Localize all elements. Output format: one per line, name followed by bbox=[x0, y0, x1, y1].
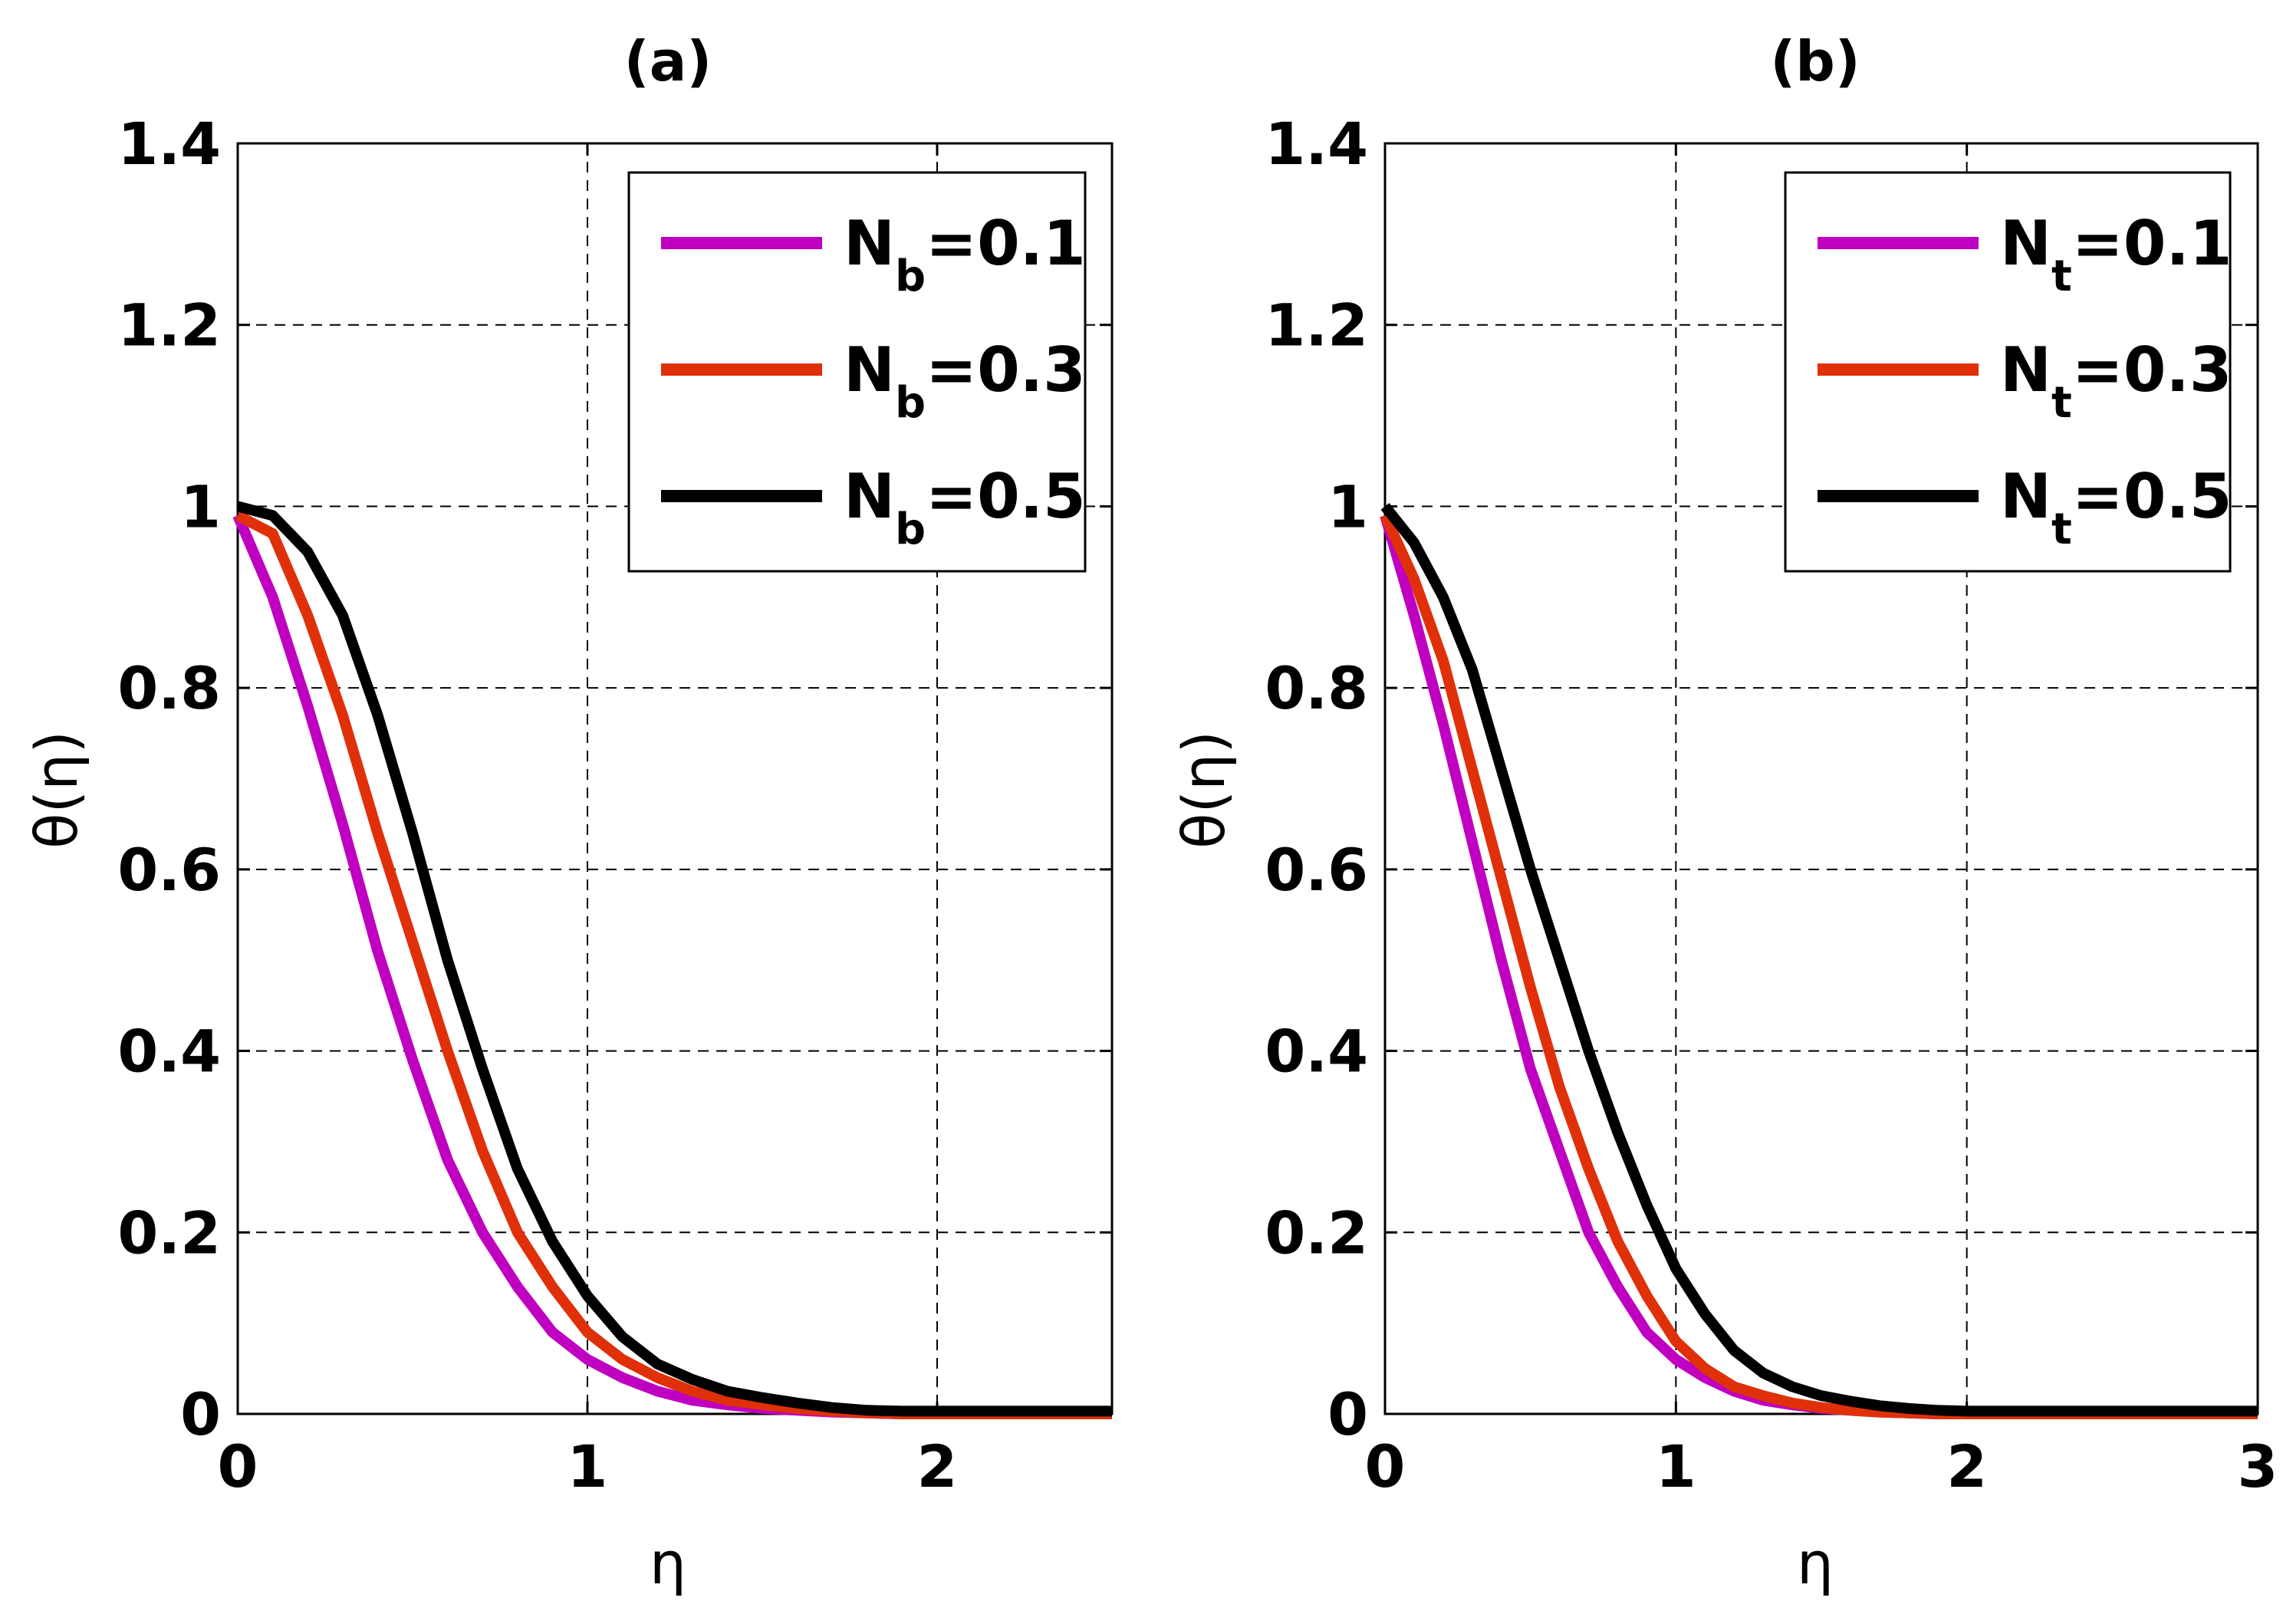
legend-value: =0.5 bbox=[2072, 461, 2232, 532]
panel-b-series-nt-0-5 bbox=[1380, 503, 2258, 1417]
panel-b-y-tick-label: 0.6 bbox=[1265, 836, 1368, 904]
panel-b-y-tick-label: 1.2 bbox=[1265, 291, 1368, 360]
panel-b-y-tick-label: 1 bbox=[1327, 472, 1368, 541]
legend-value: =0.3 bbox=[926, 334, 1086, 406]
panel-b-x-tick-label: 3 bbox=[2238, 1432, 2278, 1501]
panel-a-series-nb-0-5 bbox=[236, 501, 1112, 1417]
panel-b-y-axis-label: θ(η) bbox=[1170, 731, 1238, 849]
legend-value: =0.1 bbox=[2072, 208, 2232, 279]
panel-a-y-tick-label: 0.4 bbox=[117, 1017, 221, 1086]
legend-value: =0.3 bbox=[2072, 334, 2232, 406]
legend-subscript: t bbox=[2051, 378, 2072, 428]
legend-subscript: b bbox=[895, 251, 926, 301]
panel-a-y-tick-label: 0.6 bbox=[117, 836, 221, 904]
legend-value: =0.5 bbox=[926, 461, 1086, 532]
panel-b-axes-box bbox=[1383, 142, 2259, 1415]
panel-a-y-axis-label: θ(η) bbox=[22, 731, 90, 849]
legend-main: N bbox=[844, 334, 895, 406]
panel-b: (b) η θ(η) 0 1 2 300.20.40.60.811.21.4Nt=0.… bbox=[1170, 29, 2278, 1597]
panel-a-y-tick-label: 1.4 bbox=[117, 110, 221, 178]
panel-b-legend-label: Nt=0.5 bbox=[2000, 461, 2232, 554]
panel-a-x-axis-label: η bbox=[650, 1529, 686, 1597]
panel-a-title: (a) bbox=[624, 29, 712, 94]
panel-a-legend-label: Nb=0.3 bbox=[844, 334, 1086, 428]
panel-b-legend-label: Nt=0.3 bbox=[2000, 334, 2232, 428]
legend-subscript: t bbox=[2051, 505, 2072, 554]
panel-a-x-tick-label: 2 bbox=[917, 1432, 958, 1501]
panel-b-y-tick-label: 0 bbox=[1327, 1380, 1368, 1448]
panel-a-y-tick-label: 1.2 bbox=[117, 291, 221, 360]
legend-subscript: b bbox=[895, 378, 926, 428]
panel-b-y-tick-label: 0.4 bbox=[1265, 1017, 1368, 1086]
panel-b-series-nt-0-3 bbox=[1380, 513, 2258, 1419]
legend-subscript: t bbox=[2051, 251, 2072, 301]
panel-a: (a) η θ(η) 0 1 200.20.40.60.811.21.4Nb=0.1… bbox=[22, 29, 1114, 1597]
panel-a-x-tick-label: 1 bbox=[567, 1432, 608, 1501]
panel-b-legend: Nt=0.1Nt=0.3Nt=0.5 bbox=[1784, 171, 2232, 573]
panel-b-y-tick-label: 1.4 bbox=[1265, 110, 1368, 178]
legend-main: N bbox=[2000, 208, 2051, 279]
legend-value: =0.1 bbox=[926, 208, 1086, 279]
panel-a-axes-box bbox=[236, 142, 1114, 1415]
panel-a-y-tick-label: 1 bbox=[180, 472, 221, 541]
panel-a-y-tick-label: 0.2 bbox=[117, 1198, 221, 1267]
panel-a-y-tick-label: 0.8 bbox=[117, 654, 221, 722]
panel-a-y-tick-label: 0 bbox=[180, 1380, 221, 1448]
panel-b-legend-label: Nt=0.1 bbox=[2000, 208, 2232, 301]
panel-b-x-tick-label: 2 bbox=[1946, 1432, 1987, 1501]
panel-a-legend-label: Nb=0.1 bbox=[844, 208, 1086, 301]
panel-a-legend-label: Nb=0.5 bbox=[844, 461, 1086, 554]
panel-a-legend: Nb=0.1Nb=0.3Nb=0.5 bbox=[627, 171, 1087, 573]
legend-subscript: b bbox=[895, 505, 926, 554]
legend-main: N bbox=[844, 208, 895, 279]
panel-b-x-tick-label: 1 bbox=[1656, 1432, 1696, 1501]
legend-main: N bbox=[2000, 461, 2051, 532]
panel-a-x-tick-label: 0 bbox=[218, 1432, 258, 1501]
legend-main: N bbox=[2000, 334, 2051, 406]
panel-b-plot-area: 0 1 2 300.20.40.60.811.21.4Nt=0.1Nt=0.3Nt=0… bbox=[1265, 110, 2278, 1501]
panel-a-plot-area: 0 1 200.20.40.60.811.21.4Nb=0.1Nb=0.3Nb=0.… bbox=[117, 110, 1114, 1501]
legend-main: N bbox=[844, 461, 895, 532]
panel-b-y-tick-label: 0.8 bbox=[1265, 654, 1368, 722]
panel-b-x-axis-label: η bbox=[1797, 1529, 1834, 1597]
panel-b-y-tick-label: 0.2 bbox=[1265, 1198, 1368, 1267]
panel-b-title: (b) bbox=[1770, 29, 1860, 94]
panel-b-x-tick-label: 0 bbox=[1365, 1432, 1406, 1501]
